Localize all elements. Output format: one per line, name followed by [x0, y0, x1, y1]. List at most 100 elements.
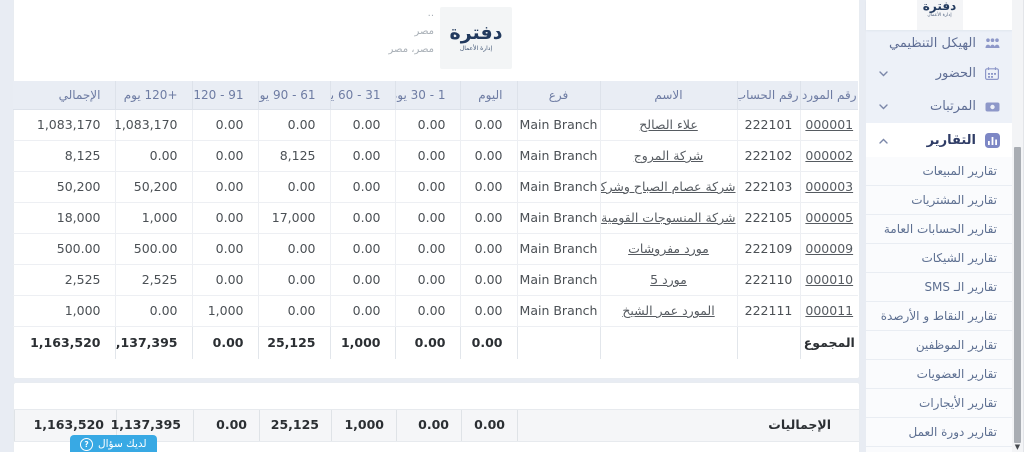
total-row-label: المجموع [799, 325, 859, 360]
report-card: .. مصر مصر، مصر دفترة إدارة الأعمال رقم … [12, 0, 860, 379]
cell-name: شركة المروج [599, 139, 738, 172]
help-button[interactable]: لديك سؤال ? [70, 435, 157, 452]
cell-91-120: 0.00 [191, 139, 259, 172]
supplier-no-link[interactable]: 000002 [805, 148, 854, 163]
supplier-no-link[interactable]: 000003 [805, 179, 854, 194]
supplier-name-link[interactable]: المورد عمر الشيخ [622, 303, 715, 318]
sidebar-item-salaries[interactable]: المرتبات [866, 90, 1013, 123]
cell-account-no: 222109 [736, 232, 801, 265]
cell-61-90: 0.00 [257, 232, 331, 265]
sidebar-subitem[interactable]: تقارير المبيعات [866, 157, 1013, 186]
table-row: 000003 222103 شركة عصام الصباح وشركاه Ma… [12, 170, 859, 203]
cell-total: 1,083,170 [12, 108, 116, 141]
supplier-no-link[interactable]: 000009 [805, 241, 854, 256]
chevron-up-icon [879, 133, 888, 148]
cell-today: 0.00 [459, 170, 518, 203]
cell-supplier-no: 000010 [799, 263, 859, 296]
total-91-120: 0.00 [191, 325, 259, 360]
chevron-down-icon [879, 66, 888, 81]
total-empty-branch [516, 325, 601, 360]
cell-name: مورد مفروشات [599, 232, 738, 265]
cell-account-no: 222111 [736, 294, 801, 327]
cell-31-60: 0.00 [329, 170, 396, 203]
cell-61-90: 0.00 [257, 108, 331, 141]
total-empty-account [736, 325, 801, 360]
cell-branch: Main Branch [516, 139, 601, 172]
sidebar-subitem[interactable]: تقارير الـ SMS [866, 273, 1013, 302]
sidebar-subitem[interactable]: تقارير الشيكات [866, 244, 1013, 273]
cell-1-30: 0.00 [394, 294, 461, 327]
col-today: اليوم [459, 80, 518, 110]
sidebar-subitem[interactable]: تقارير أوامر الشغل [866, 447, 1013, 452]
footer-91-120: 0.00 ج.م [193, 410, 259, 452]
sidebar-subitem[interactable]: تقارير الحسابات العامة [866, 215, 1013, 244]
sidebar-item-label: المرتبات [929, 99, 976, 114]
sidebar-item-attendance[interactable]: الحضور [866, 57, 1013, 90]
cell-61-90: 0.00 [257, 170, 331, 203]
scrollbar-thumb[interactable] [1014, 147, 1021, 443]
total-empty-name [599, 325, 738, 360]
sidebar-item-label: الحضور [935, 66, 976, 81]
total-120-plus: 1,137,395 [114, 325, 193, 360]
vertical-scrollbar[interactable]: ▼ [1012, 0, 1024, 452]
cell-today: 0.00 [459, 139, 518, 172]
sidebar-item-reports[interactable]: التقارير [866, 123, 1013, 157]
total-1-30: 0.00 [394, 325, 461, 360]
totals-footer-label: الإجماليات [768, 417, 831, 432]
cell-120-plus: 1,083,170 [114, 108, 193, 141]
sidebar-subitem[interactable]: تقارير المشتريات [866, 186, 1013, 215]
supplier-no-link[interactable]: 000001 [805, 117, 854, 132]
footer-1-30: 0.00 ج.م [396, 410, 461, 452]
scrollbar-down-arrow[interactable]: ▼ [1014, 443, 1021, 451]
sidebar-logo[interactable]: دفترة إدارة الأعمال [866, 0, 1013, 30]
cell-name: مورد 5 [599, 263, 738, 296]
sidebar-item-org-structure[interactable]: الهيكل التنظيمي [866, 30, 1013, 57]
cell-120-plus: 2,525 [114, 263, 193, 296]
supplier-name-link[interactable]: شركة عصام الصباح وشركاه [600, 179, 736, 194]
cell-today: 0.00 [459, 108, 518, 141]
cell-today: 0.00 [459, 294, 518, 327]
supplier-name-link[interactable]: شركة المروج [633, 148, 704, 163]
sidebar-subitem[interactable]: تقارير العضويات [866, 360, 1013, 389]
cell-91-120: 0.00 [191, 263, 259, 296]
cell-31-60: 0.00 [329, 263, 396, 296]
supplier-name-link[interactable]: مورد 5 [650, 272, 687, 287]
sidebar-subitem[interactable]: تقارير الأيجارات [866, 389, 1013, 418]
supplier-no-link[interactable]: 000005 [805, 210, 854, 225]
cell-name: علاء الصالح [599, 108, 738, 141]
sidebar-subitem[interactable]: تقارير دورة العمل [866, 418, 1013, 447]
company-info-dots: .. [427, 8, 434, 19]
cell-1-30: 0.00 [394, 108, 461, 141]
col-31-60: 31 - 60 يوم [329, 80, 396, 110]
col-branch: فرع [516, 80, 601, 110]
footer-today: 0.00 ج.م [461, 410, 518, 452]
supplier-no-link[interactable]: 000011 [805, 303, 854, 318]
cell-total: 18,000 [12, 201, 116, 234]
cell-1-30: 0.00 [394, 170, 461, 203]
company-address: مصر، مصر [388, 44, 435, 55]
sidebar-item-label: الهيكل التنظيمي [888, 36, 976, 51]
col-61-90: 61 - 90 يوم [257, 80, 331, 110]
cell-31-60: 0.00 [329, 139, 396, 172]
supplier-name-link[interactable]: شركة المنسوجات القومية [601, 210, 736, 225]
sidebar-subitem[interactable]: تقارير الموظفين [866, 331, 1013, 360]
footer-61-90: 25,125 ج.م [259, 410, 331, 452]
cell-supplier-no: 000003 [799, 170, 859, 203]
mini-logo-text: دفترة [922, 0, 957, 13]
sidebar-subitem[interactable]: تقارير النقاط و الأرصدة [866, 302, 1013, 331]
cell-today: 0.00 [459, 201, 518, 234]
grand-total-row: المجموع 0.00 0.00 1,000 25,125 0.00 1,13… [12, 325, 859, 360]
cell-total: 1,000 [12, 294, 116, 327]
cell-branch: Main Branch [516, 108, 601, 141]
cell-31-60: 0.00 [329, 294, 396, 327]
daftra-mini-logo: دفترة إدارة الأعمال [916, 0, 963, 30]
sidebar-item-label: التقارير [926, 132, 976, 148]
table-row: 000011 222111 المورد عمر الشيخ Main Bran… [12, 294, 859, 327]
totals-strip: الإجماليات 0.00 ج.م 0.00 ج.م 1,000 ج.م 2… [14, 409, 859, 452]
col-total: الإجمالي [12, 80, 116, 110]
cell-91-120: 0.00 [191, 108, 259, 141]
col-1-30: 1 - 30 يوم [394, 80, 461, 110]
supplier-name-link[interactable]: علاء الصالح [639, 117, 698, 132]
supplier-no-link[interactable]: 000010 [805, 272, 854, 287]
supplier-name-link[interactable]: مورد مفروشات [628, 241, 709, 256]
